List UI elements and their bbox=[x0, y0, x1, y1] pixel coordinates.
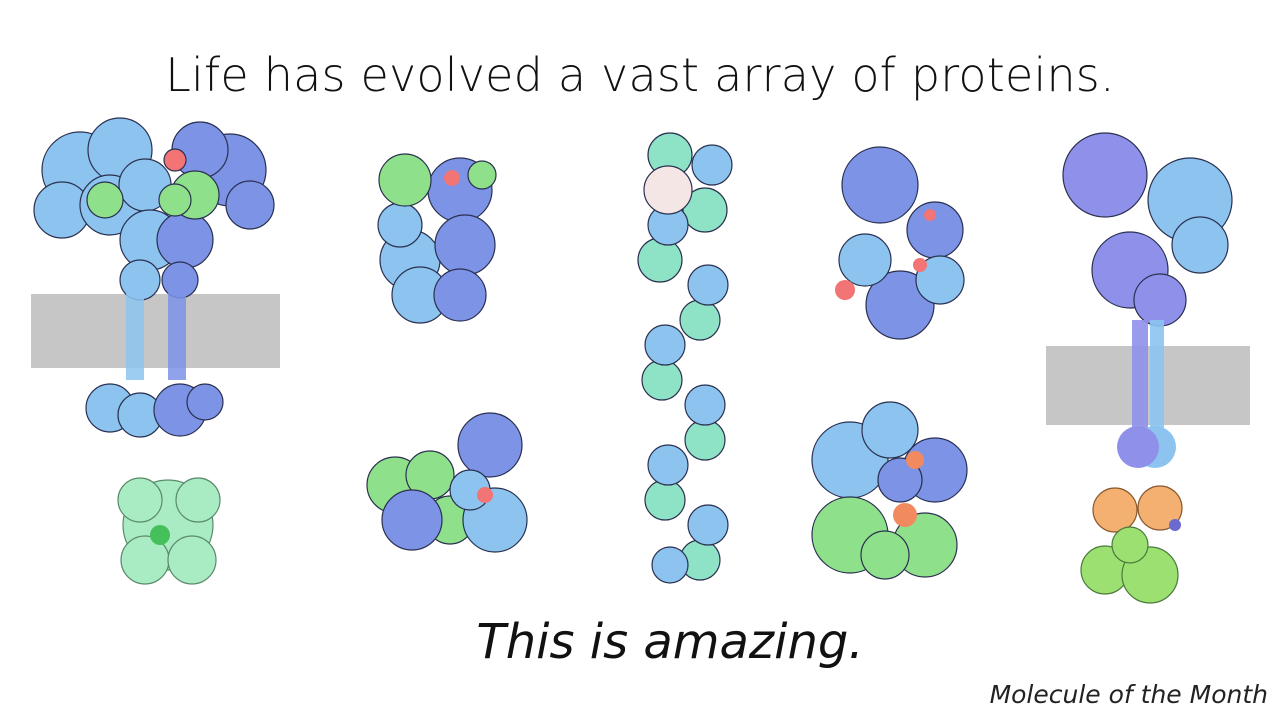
receptor-protein-with-membrane bbox=[31, 117, 280, 438]
membrane-band-left bbox=[31, 294, 280, 368]
filament-protein bbox=[637, 132, 733, 584]
green-barrel-protein bbox=[117, 477, 221, 585]
orange-yellow-green-protein bbox=[1080, 485, 1183, 604]
blue-green-cluster-protein bbox=[366, 412, 528, 553]
slide-tagline: This is amazing. bbox=[476, 614, 864, 670]
blue-green-red-complex-protein bbox=[811, 401, 968, 580]
blue-green-cylinder-protein bbox=[377, 153, 497, 324]
large-receptor-protein-with-membrane bbox=[1046, 132, 1250, 468]
blue-red-cluster-protein bbox=[835, 146, 965, 340]
slide-title: Life has evolved a vast array of protein… bbox=[165, 48, 1115, 102]
slide-credit: Molecule of the Month bbox=[989, 680, 1268, 709]
